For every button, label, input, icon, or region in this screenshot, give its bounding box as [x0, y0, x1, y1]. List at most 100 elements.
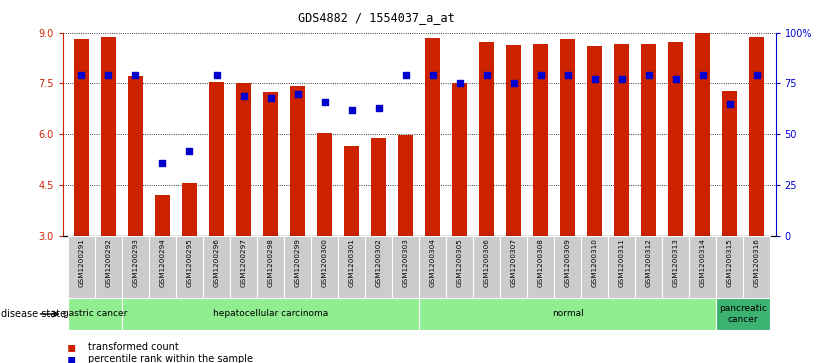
Bar [155, 195, 170, 236]
Text: GDS4882 / 1554037_a_at: GDS4882 / 1554037_a_at [298, 11, 455, 24]
Text: disease state: disease state [1, 309, 66, 319]
Point [723, 101, 736, 107]
Bar [311, 236, 338, 299]
Point [318, 99, 331, 105]
Point [264, 95, 277, 101]
Bar [636, 236, 662, 299]
Point [183, 148, 196, 154]
Bar [257, 236, 284, 299]
Bar [420, 236, 446, 299]
Bar [398, 135, 413, 236]
Point [642, 73, 656, 78]
Text: GSM1200293: GSM1200293 [133, 238, 138, 287]
Bar [182, 183, 197, 236]
Bar [614, 44, 629, 236]
Bar [527, 236, 554, 299]
Text: percentile rank within the sample: percentile rank within the sample [88, 354, 253, 363]
Text: hepatocellular carcinoma: hepatocellular carcinoma [213, 310, 328, 318]
Point [75, 73, 88, 78]
Text: GSM1200309: GSM1200309 [565, 238, 570, 287]
Text: GSM1200302: GSM1200302 [375, 238, 382, 287]
Point [453, 81, 466, 86]
Bar [365, 236, 392, 299]
Bar [203, 236, 230, 299]
Point [669, 77, 682, 82]
Point [210, 73, 224, 78]
Bar [209, 82, 224, 236]
Bar [284, 236, 311, 299]
Bar [95, 236, 122, 299]
Text: GSM1200314: GSM1200314 [700, 238, 706, 287]
Point [128, 73, 142, 78]
Bar [743, 236, 771, 299]
Bar [500, 236, 527, 299]
Text: transformed count: transformed count [88, 342, 178, 352]
Bar [480, 42, 494, 236]
Bar [392, 236, 420, 299]
Bar [696, 33, 710, 236]
Text: GSM1200300: GSM1200300 [322, 238, 328, 287]
Bar [236, 83, 251, 236]
Bar [371, 138, 386, 236]
Text: GSM1200303: GSM1200303 [403, 238, 409, 287]
Point [696, 73, 710, 78]
Point [399, 73, 412, 78]
Text: GSM1200291: GSM1200291 [78, 238, 84, 287]
Text: GSM1200301: GSM1200301 [349, 238, 354, 287]
Point [750, 73, 763, 78]
Bar [338, 236, 365, 299]
Bar [101, 37, 116, 236]
Text: GSM1200299: GSM1200299 [294, 238, 300, 287]
Bar [290, 86, 305, 236]
Bar [722, 91, 737, 236]
Bar [587, 45, 602, 236]
Point [156, 160, 169, 166]
Text: GSM1200292: GSM1200292 [105, 238, 112, 287]
Text: GSM1200296: GSM1200296 [214, 238, 219, 287]
Bar [122, 298, 420, 330]
Text: ▪: ▪ [67, 352, 76, 363]
Bar [668, 42, 683, 236]
Bar [68, 298, 122, 330]
Bar [344, 146, 359, 236]
Bar [749, 37, 764, 236]
Point [534, 73, 547, 78]
Text: GSM1200306: GSM1200306 [484, 238, 490, 287]
Point [507, 81, 520, 86]
Bar [716, 298, 771, 330]
Text: GSM1200305: GSM1200305 [456, 238, 463, 287]
Text: GSM1200298: GSM1200298 [268, 238, 274, 287]
Bar [581, 236, 608, 299]
Bar [662, 236, 689, 299]
Text: GSM1200294: GSM1200294 [159, 238, 165, 287]
Text: GSM1200297: GSM1200297 [240, 238, 247, 287]
Bar [506, 45, 521, 236]
Point [102, 73, 115, 78]
Bar [230, 236, 257, 299]
Bar [533, 44, 548, 236]
Bar [74, 39, 89, 236]
Bar [263, 92, 278, 236]
Bar [560, 39, 575, 236]
Text: normal: normal [552, 310, 584, 318]
Bar [122, 236, 149, 299]
Point [588, 77, 601, 82]
Point [615, 77, 628, 82]
Bar [128, 76, 143, 236]
Text: pancreatic
cancer: pancreatic cancer [719, 304, 767, 324]
Text: GSM1200310: GSM1200310 [591, 238, 598, 287]
Text: GSM1200315: GSM1200315 [726, 238, 733, 287]
Bar [420, 298, 716, 330]
Text: gastric cancer: gastric cancer [63, 310, 127, 318]
Bar [425, 38, 440, 236]
Bar [716, 236, 743, 299]
Bar [641, 44, 656, 236]
Bar [149, 236, 176, 299]
Text: GSM1200313: GSM1200313 [673, 238, 679, 287]
Bar [317, 132, 332, 236]
Bar [554, 236, 581, 299]
Point [345, 107, 359, 113]
Text: GSM1200307: GSM1200307 [510, 238, 516, 287]
Bar [689, 236, 716, 299]
Point [291, 91, 304, 97]
